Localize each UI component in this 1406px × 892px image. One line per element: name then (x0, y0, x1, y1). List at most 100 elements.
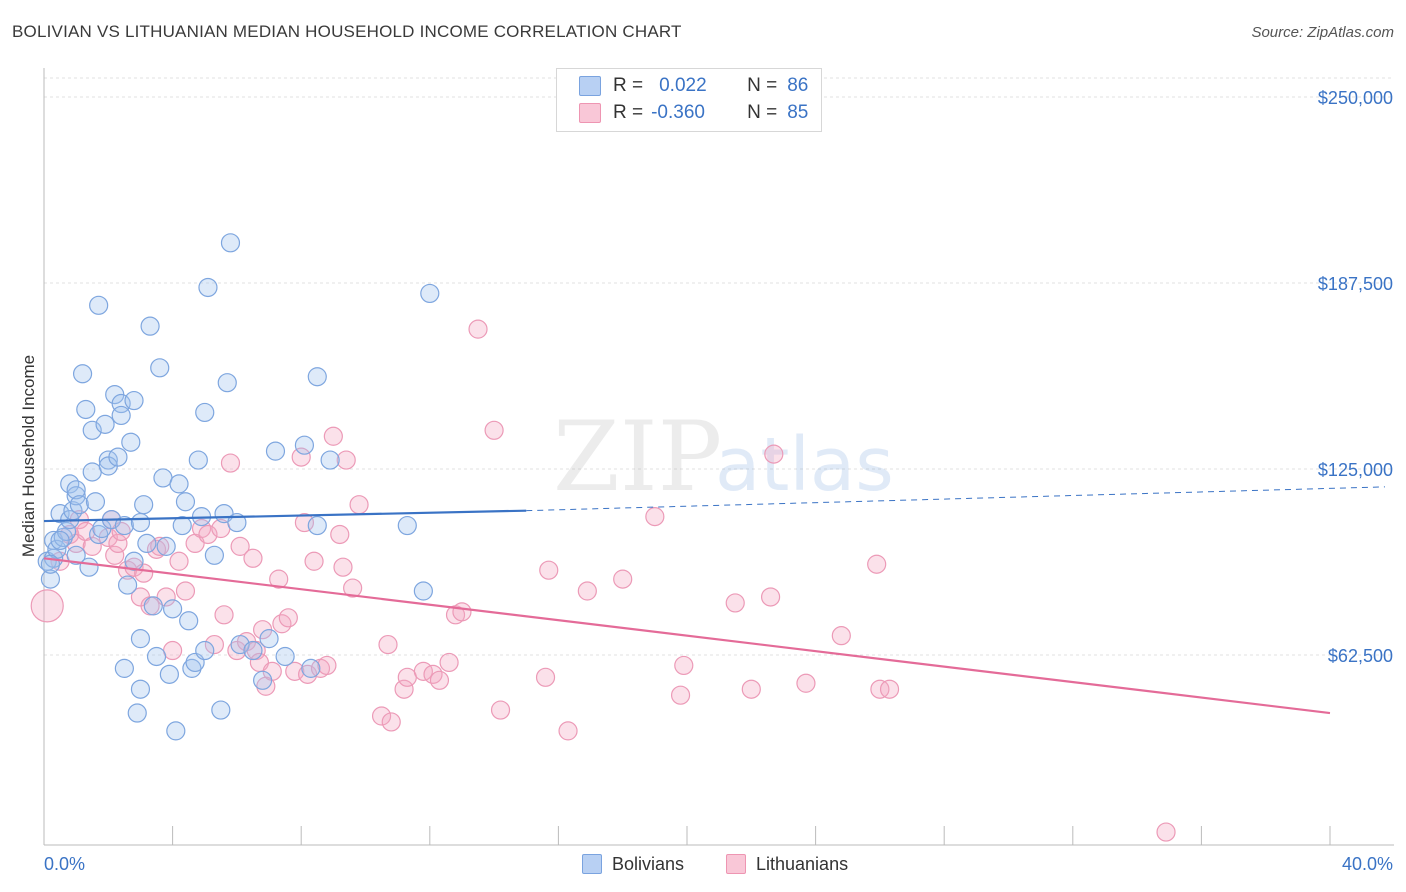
lithuanians-point (613, 569, 633, 589)
bolivians-trend-line (43, 509, 527, 523)
lithuanians-point (220, 453, 241, 473)
bolivians-point (188, 450, 208, 470)
bolivians-point (259, 629, 279, 649)
bolivians-point (140, 316, 160, 336)
bolivians-point (253, 670, 273, 690)
y-tick-label-2: $187,500 (1318, 274, 1393, 294)
bolivians-point (72, 364, 93, 384)
lithuanians-point (879, 679, 900, 699)
bolivians-point (307, 515, 327, 536)
lithuanians-point (317, 655, 337, 676)
lithuanians-point (214, 605, 234, 625)
bolivians-point (217, 373, 237, 393)
bolivians-point (66, 480, 86, 500)
bolivians-point (204, 545, 224, 565)
lithuanians-point (397, 667, 417, 687)
bolivians-point (179, 611, 199, 631)
lithuanians-point (230, 536, 250, 556)
n-label: N = (747, 102, 778, 123)
watermark-zip: ZIP (553, 401, 722, 513)
bolivians-point (169, 474, 189, 494)
grid-lines (44, 77, 1394, 656)
bolivians-point (198, 277, 218, 298)
lithuanians-point (371, 706, 392, 726)
lithuanians-point (725, 593, 745, 613)
lithuanians-point (484, 420, 504, 440)
r-value: -0.360 (651, 102, 705, 123)
n-value: 86 (787, 75, 809, 96)
bolivians-point (294, 435, 315, 455)
lithuanians-point (670, 685, 691, 705)
lithuanians-point (333, 557, 353, 577)
bolivians-point (121, 432, 141, 452)
bolivians-point (85, 492, 106, 512)
bolivians-trend-extension (526, 486, 1386, 512)
lithuanians-point (577, 581, 597, 601)
bolivians-point (127, 703, 147, 723)
bolivians-point (301, 658, 321, 678)
y-tick-label-3: $250,000 (1318, 88, 1393, 108)
r-value: 0.022 (659, 75, 707, 96)
bolivians-point (89, 295, 109, 315)
lithuanians-point (558, 721, 578, 741)
lithuanians-point (1156, 822, 1176, 842)
lithuanians-point (278, 608, 298, 628)
bolivians-point (40, 569, 61, 589)
lithuanians-point (378, 634, 398, 655)
lithuanians-point (439, 652, 459, 673)
bolivians-point (195, 402, 215, 423)
lithuanians-point (394, 679, 414, 699)
bolivians-point (130, 679, 151, 699)
bolivians-point (156, 536, 176, 556)
n-value: 85 (787, 102, 809, 123)
bolivians-point (143, 596, 163, 616)
bolivians-point (182, 658, 202, 678)
lithuanians-point (175, 581, 196, 601)
bolivians-point (137, 533, 157, 554)
bolivians-point (413, 581, 433, 601)
bolivians-point (163, 599, 183, 619)
bolivians-point (243, 640, 263, 661)
bolivians-point (108, 447, 128, 467)
bolivians-point (89, 524, 109, 545)
bolivians-point (130, 629, 151, 649)
lithuanians-point (323, 426, 343, 446)
bolivians-point (76, 399, 96, 420)
legend-item-bolivians: Bolivians (582, 852, 684, 876)
x-tick-label-right: 40.0% (1342, 854, 1393, 874)
bolivians-label: Bolivians (612, 853, 685, 874)
x-tick-labels: 0.0% 40.0% (44, 854, 1393, 874)
trend-lines (43, 486, 1386, 715)
bolivians-point (124, 551, 144, 571)
r-label: R = (613, 75, 644, 96)
legend-item-lithuanians: Lithuanians (726, 852, 848, 876)
legend-row-lithuanians: R = -0.360 N = 85 (579, 100, 808, 126)
lithuanians-point (105, 545, 125, 565)
bolivians-point (175, 492, 196, 512)
lithuanians-point (741, 679, 761, 699)
bolivians-point (153, 468, 173, 488)
bolivians-point (82, 462, 102, 482)
bolivians-point (114, 515, 134, 536)
lithuanians-point (163, 640, 183, 661)
lithuanians-swatch (726, 854, 746, 874)
lithuanians-point (429, 670, 450, 690)
bolivians-point (211, 700, 231, 720)
lithuanians-point (82, 536, 102, 556)
lithuanians-point (468, 319, 488, 339)
bolivians-point (265, 441, 286, 461)
lithuanians-trend-line (43, 557, 1331, 715)
lithuanians-point (336, 450, 356, 470)
bolivians-point (159, 664, 179, 684)
bolivians-point (420, 283, 440, 304)
lithuanians-point (381, 712, 401, 732)
lithuanians-point (831, 626, 851, 646)
bolivians-point (69, 495, 89, 515)
lithuanians-point (30, 589, 64, 623)
axes (43, 68, 1394, 846)
lithuanians-point (304, 551, 324, 571)
bolivians-point (150, 358, 170, 378)
bolivians-point (275, 646, 295, 667)
chart-title: BOLIVIAN VS LITHUANIAN MEDIAN HOUSEHOLD … (12, 22, 682, 41)
